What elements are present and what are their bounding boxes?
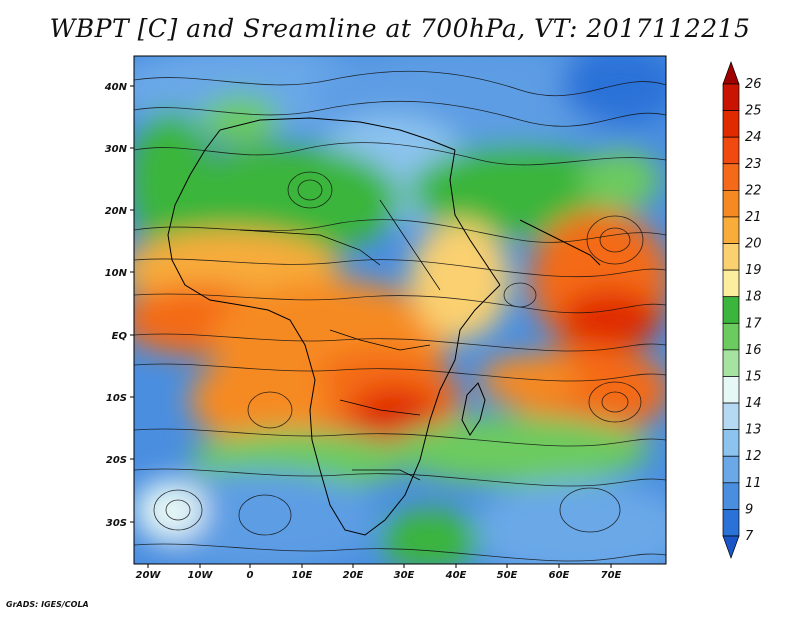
colorbar-segment [722,349,740,377]
colorbar-label: 26 [745,77,762,92]
colorbar-label: 15 [745,369,762,384]
lat-tick-label: EQ [112,331,128,342]
colorbar-segment [722,110,740,138]
colorbar-segment [722,243,740,271]
colorbar-label: 18 [745,290,762,305]
lon-tick-label: 70E [601,570,622,581]
lat-axis: 40N 30N 20N 10N EQ 10S 20S 30S [104,82,134,529]
colorbar-label: 19 [745,263,762,278]
lat-tick-label: 10S [106,393,127,404]
lon-tick-label: 40E [445,570,467,581]
lon-tick-label: 20E [343,570,364,581]
lat-tick-label: 30S [106,518,127,529]
lon-tick-label: 10W [188,570,214,581]
lat-tick-label: 30N [105,144,128,155]
colorbar-label: 20 [745,237,762,252]
colorbar-label: 21 [745,210,762,225]
colorbar-label: 12 [745,449,762,464]
colorbar-segment [722,163,740,191]
colorbar-segment [722,83,740,111]
colorbar-segment [722,509,740,537]
colorbar-label: 13 [745,423,762,438]
lat-tick-label: 20N [105,206,128,217]
colorbar-label: 25 [745,104,762,119]
colorbar-segment [722,482,740,510]
lon-tick-label: 0 [247,570,254,581]
coastlines [167,117,601,536]
chart-title: WBPT [C] and Sreamline at 700hPa, VT: 20… [49,14,751,43]
colorbar-segment [722,190,740,218]
streamlines [134,70,666,562]
colorbar-segment [722,60,740,85]
colorbar-segment [722,136,740,165]
lat-tick-label: 20S [106,455,127,466]
colorbar-segment [722,376,740,404]
lat-tick-label: 10N [105,268,128,279]
colorbar-segment [722,402,740,430]
wbpt-field [134,56,666,564]
colorbar-label: 16 [745,343,762,358]
colorbar-label: 17 [745,316,762,331]
colorbar-segment [722,429,740,457]
colorbar-label: 24 [745,130,762,145]
lon-tick-label: 20W [136,570,162,581]
colorbar-label: 11 [745,476,762,491]
colorbar-segment [722,296,740,324]
colorbar-segment [722,455,740,484]
colorbar-segment [722,322,740,351]
colorbar: 26 25 24 23 22 21 20 19 18 17 16 15 14 13 12 11 9 7 [722,60,762,560]
colorbar-segment [722,269,740,298]
colorbar-label: 14 [745,396,762,411]
colorbar-segment [722,535,740,560]
lon-axis: 20W 10W 0 10E 20E 30E 40E 50E 60E 70E [136,564,622,581]
lon-tick-label: 30E [394,570,415,581]
colorbar-label: 9 [745,502,753,517]
colorbar-label: 7 [745,529,754,544]
lon-tick-label: 50E [497,570,518,581]
colorbar-segment [722,216,740,244]
lon-tick-label: 60E [549,570,570,581]
lat-tick-label: 40N [104,82,128,93]
lon-tick-label: 10E [292,570,313,581]
credit-label: GrADS: IGES/COLA [6,600,89,609]
colorbar-label: 22 [745,183,762,198]
colorbar-label: 23 [745,157,762,172]
